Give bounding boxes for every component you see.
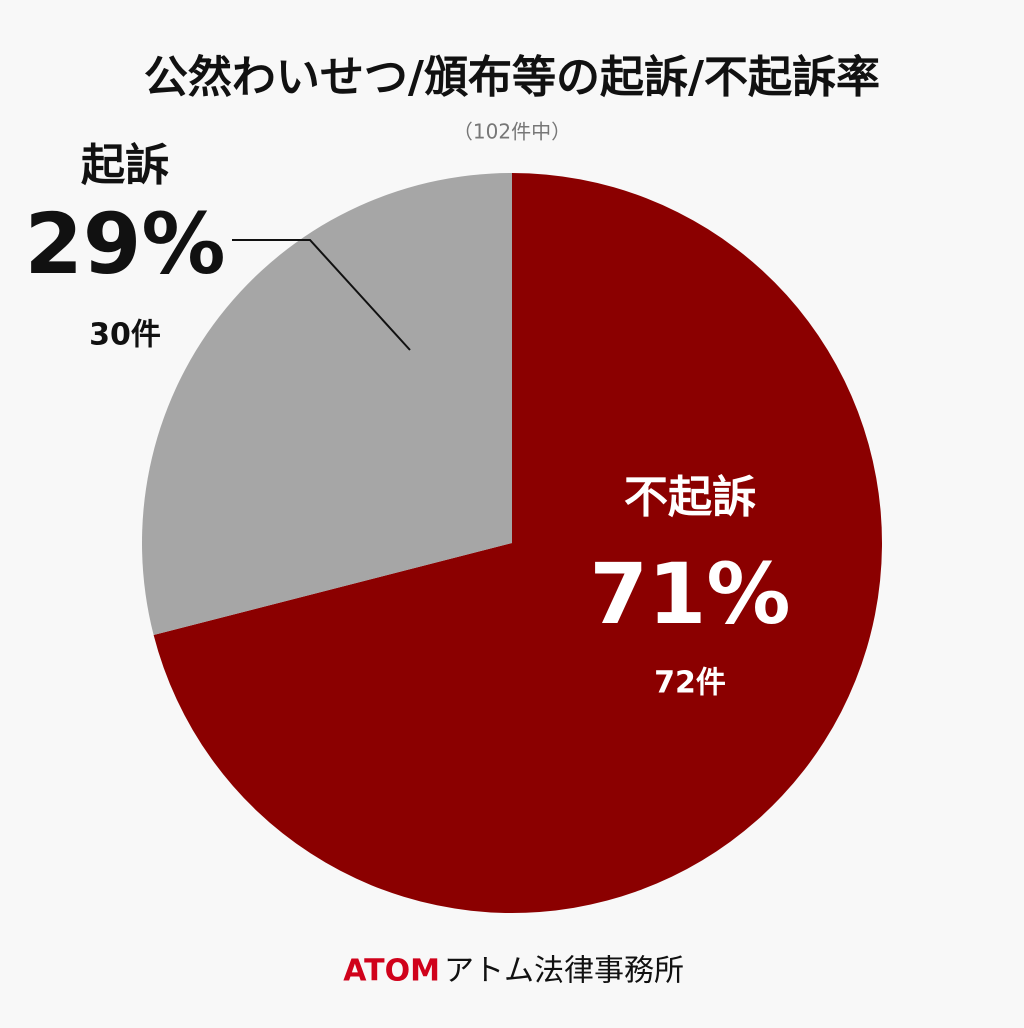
leader-line [232,239,411,351]
slice-category: 不起訴 [624,472,756,523]
slice-value-label: 71% [589,545,790,643]
pie-slice [142,173,512,636]
pie-slice [153,173,882,913]
footer-firm: アトム法律事務所 [444,954,684,989]
slice-count-label: 30件 [89,318,161,353]
slice-count-label: 72件 [654,666,726,701]
footer-brand: ATOM [343,954,440,989]
slice-category: 起訴 [81,140,169,191]
chart-subtitle: （102件中） [453,120,571,144]
pie [142,173,882,913]
slice-value-label: 29% [24,195,225,293]
chart-title: 公然わいせつ/頒布等の起訴/不起訴率 [144,52,880,103]
